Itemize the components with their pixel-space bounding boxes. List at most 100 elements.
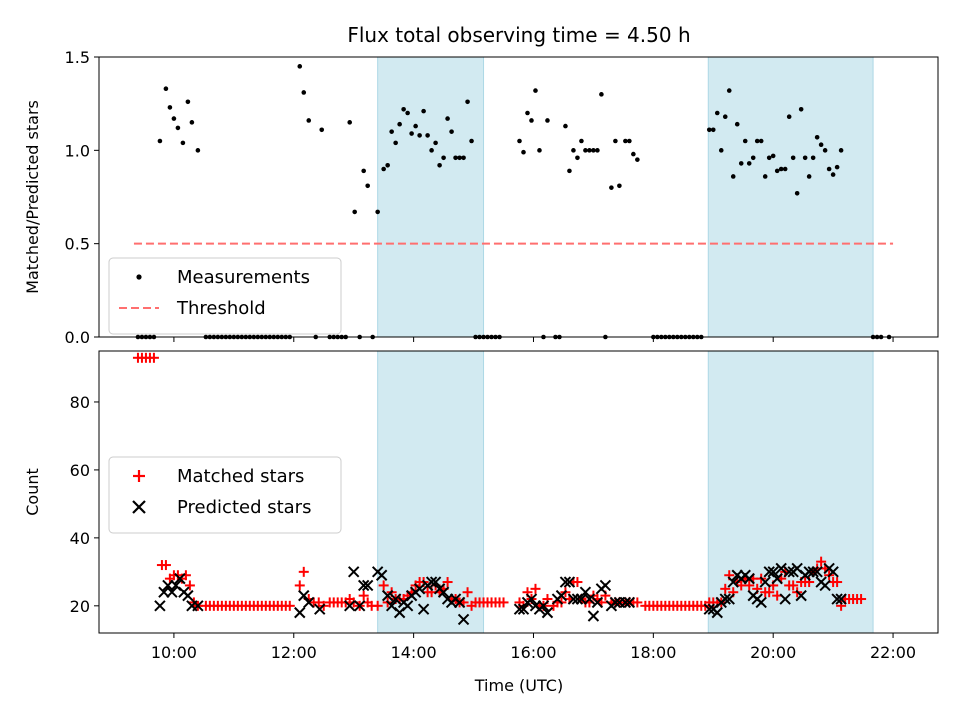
cross-marker-b (819, 579, 831, 592)
measurement-point (347, 120, 353, 125)
matched-stars-point (358, 590, 369, 601)
measurement-point (806, 174, 812, 179)
predicted-stars-point (375, 569, 388, 581)
ratio-panel: 0.0 0.5 1.0 1.5 Matched/Predicted stars Measu… (23, 48, 939, 347)
measurement-point (635, 157, 640, 162)
measurement-point (778, 166, 784, 172)
measurement-point (385, 162, 390, 168)
cross-marker-b (413, 583, 426, 595)
measurement-point (537, 148, 542, 153)
count-panel: 20 40 60 80 10:00 12:00 14:00 16:00 18:00 20:00 22… (23, 350, 939, 662)
cross-marker-b (703, 603, 715, 615)
predicted-stars-point (154, 600, 166, 612)
predicted-stars-point (609, 596, 622, 609)
matched-stars-point (372, 600, 383, 611)
y-tick-label: 40 (70, 529, 90, 548)
measurement-point (441, 155, 446, 161)
measurement-point (301, 90, 307, 95)
predicted-stars-point (767, 566, 779, 578)
cross-marker-b (429, 576, 442, 588)
measurement-point (449, 129, 454, 134)
y-tick-label: 1.0 (65, 141, 90, 160)
measurement-point (834, 164, 840, 170)
cross-marker-b (755, 596, 767, 609)
measurement-point (830, 172, 836, 177)
cross-marker-b (170, 579, 182, 592)
cross-marker-b (795, 589, 807, 602)
measurement-point (754, 138, 760, 144)
measurement-point (389, 129, 394, 134)
matched-stars-point (788, 580, 799, 591)
measurement-point (826, 166, 832, 172)
measurement-point (469, 138, 474, 144)
predicted-stars-point (294, 606, 306, 619)
measurement-point (714, 110, 720, 116)
cross-marker-b (381, 589, 394, 602)
x-tick-label: 10:00 (151, 643, 197, 662)
measurement-point (180, 140, 186, 146)
measurement-point (393, 140, 398, 146)
predicted-stars-point (298, 589, 310, 602)
x-tick-label: 14:00 (391, 643, 437, 662)
cross-marker-b (609, 596, 622, 609)
cross-marker-b (437, 586, 450, 598)
measurement-point (567, 168, 572, 174)
cross-marker-b (727, 576, 739, 588)
cross-marker-b (555, 589, 568, 602)
measurement-point (734, 121, 740, 127)
measurement-point (397, 121, 402, 127)
measurement-point (575, 155, 580, 161)
legend-label: Measurements (177, 267, 310, 288)
predicted-stars-point (413, 583, 426, 595)
cross-marker-b (347, 566, 360, 578)
cross-marker-b (192, 600, 204, 612)
measurement-point (405, 110, 410, 116)
measurement-point (794, 190, 800, 196)
measurement-point (706, 127, 712, 133)
cross-marker-b (314, 603, 326, 615)
matched-stars-point (856, 594, 867, 605)
y-tick-label: 0.0 (65, 328, 90, 347)
predicted-stars-point (827, 566, 839, 578)
cross-marker-b (361, 579, 374, 592)
measurement-point (722, 114, 728, 120)
predicted-stars-point (361, 579, 374, 592)
matched-stars-point (184, 580, 195, 591)
cross-marker-b (294, 606, 306, 619)
predicted-stars-point (453, 596, 466, 609)
measurement-point (623, 138, 628, 144)
measurement-point (798, 106, 804, 112)
measurement-point (730, 174, 736, 179)
predicted-stars-point (381, 589, 394, 602)
measurement-point (822, 148, 828, 153)
measurement-point (758, 138, 764, 144)
cross-marker-b (759, 576, 771, 588)
predicted-stars-point (835, 593, 847, 605)
measurement-point (465, 99, 470, 105)
measurement-point (563, 123, 568, 129)
predicted-stars-point (779, 593, 791, 605)
cross-marker-b (154, 600, 166, 612)
cross-marker-b (357, 579, 370, 592)
measurement-point (157, 138, 163, 144)
matched-stars-point (294, 580, 305, 591)
measurement-point (810, 155, 816, 161)
cross-marker-b (298, 589, 310, 602)
cross-marker-b (791, 562, 803, 575)
measurement-point (591, 148, 596, 153)
legend-label: Predicted stars (177, 497, 311, 518)
cross-marker-b (831, 593, 843, 605)
measurement-point (595, 148, 600, 153)
count-y-axis-label: Count (23, 468, 42, 516)
matched-stars-point (298, 566, 309, 577)
y-tick-label: 60 (70, 461, 90, 480)
predicted-stars-point (591, 596, 604, 609)
y-tick-label: 80 (70, 393, 90, 412)
cross-marker-b (182, 589, 194, 602)
predicted-stars-point (166, 586, 178, 598)
cross-marker-b (599, 579, 612, 592)
measurement-point (381, 166, 386, 172)
measurement-point (587, 148, 592, 153)
predicted-stars-point (783, 566, 795, 578)
cross-marker-b (389, 593, 402, 605)
